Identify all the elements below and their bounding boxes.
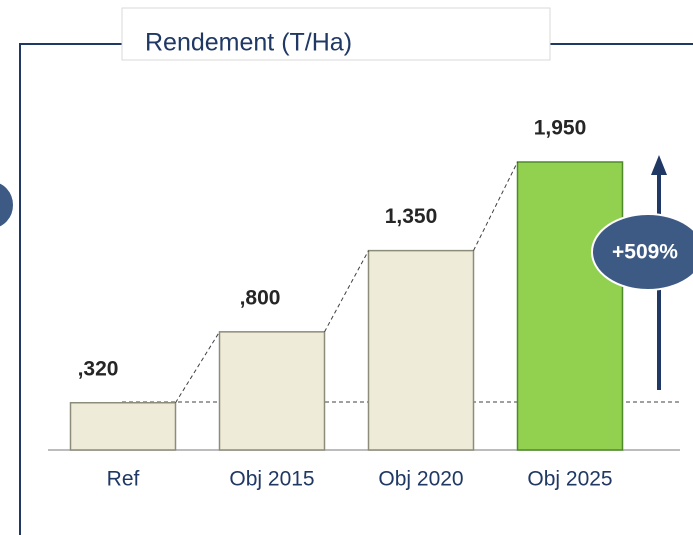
- value-label: 1,950: [534, 117, 587, 140]
- x-tick-label: Obj 2025: [527, 468, 612, 491]
- frame: [19, 43, 122, 535]
- bar: [367, 249, 475, 451]
- value-label: ,320: [78, 357, 119, 380]
- value-label: 1,350: [385, 205, 438, 228]
- value-label: ,800: [240, 286, 281, 309]
- side-bubble: [0, 181, 15, 229]
- x-tick-label: Obj 2015: [229, 468, 314, 491]
- chart-title: Rendement (T/Ha): [145, 29, 352, 57]
- connector: [324, 250, 369, 333]
- annotation-bubble: [591, 213, 693, 291]
- x-tick-label: Ref: [107, 468, 140, 491]
- title-box: [121, 7, 551, 61]
- bar: [218, 331, 326, 451]
- bar: [516, 161, 624, 451]
- arrow-head: [651, 155, 667, 175]
- connector: [473, 161, 518, 251]
- x-tick-label: Obj 2020: [378, 468, 463, 491]
- annotation: +509%: [612, 241, 678, 264]
- bar: [69, 401, 177, 451]
